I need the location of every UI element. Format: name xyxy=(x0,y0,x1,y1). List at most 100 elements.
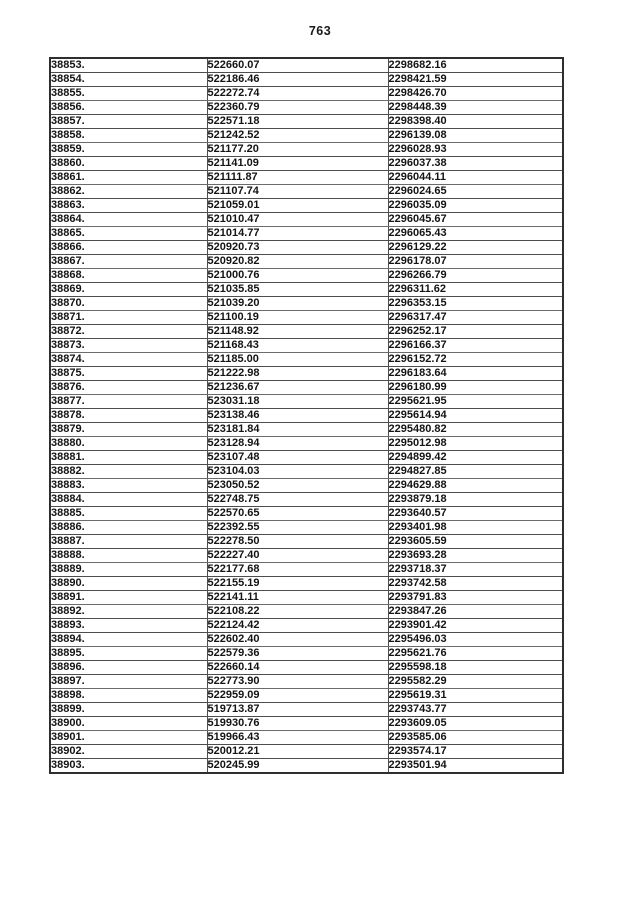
table-cell: 38886. xyxy=(49,520,208,535)
table-row: 38888. 522227.40 2293693.28 xyxy=(49,548,564,563)
table-cell: 2298448.39 xyxy=(387,100,564,115)
table-cell: 38865. xyxy=(49,226,208,241)
page-number: 763 xyxy=(308,24,332,38)
table-cell: 522186.46 xyxy=(206,72,389,87)
table-cell: 523031.18 xyxy=(206,394,389,409)
table-cell: 2294827.85 xyxy=(387,464,564,479)
table-cell: 2296065.43 xyxy=(387,226,564,241)
table-row: 38878. 523138.46 2295614.94 xyxy=(49,408,564,423)
table-cell: 2295619.31 xyxy=(387,688,564,703)
table-row: 38891. 522141.11 2293791.83 xyxy=(49,590,564,605)
table-cell: 2296178.07 xyxy=(387,254,564,269)
table-cell: 523050.52 xyxy=(206,478,389,493)
table-cell: 522177.68 xyxy=(206,562,389,577)
table-cell: 2295582.29 xyxy=(387,674,564,689)
table-row: 38875. 521222.98 2296183.64 xyxy=(49,366,564,381)
table-cell: 519713.87 xyxy=(206,702,389,717)
table-cell: 38892. xyxy=(49,604,208,619)
table-row: 38854. 522186.46 2298421.59 xyxy=(49,72,564,87)
table-cell: 522570.65 xyxy=(206,506,389,521)
table-cell: 522602.40 xyxy=(206,632,389,647)
table-cell: 38857. xyxy=(49,114,208,129)
table-cell: 522660.14 xyxy=(206,660,389,675)
table-row: 38862. 521107.74 2296024.65 xyxy=(49,184,564,199)
table-row: 38866. 520920.73 2296129.22 xyxy=(49,240,564,255)
table-cell: 38885. xyxy=(49,506,208,521)
table-cell: 523107.48 xyxy=(206,450,389,465)
table-cell: 521236.67 xyxy=(206,380,389,395)
table-row: 38896. 522660.14 2295598.18 xyxy=(49,660,564,675)
table-cell: 522278.50 xyxy=(206,534,389,549)
table-row: 38876. 521236.67 2296180.99 xyxy=(49,380,564,395)
table-cell: 38862. xyxy=(49,184,208,199)
table-cell: 38873. xyxy=(49,338,208,353)
table-row: 38856. 522360.79 2298448.39 xyxy=(49,100,564,115)
table-cell: 38861. xyxy=(49,170,208,185)
table-cell: 38880. xyxy=(49,436,208,451)
table-row: 38879. 523181.84 2295480.82 xyxy=(49,422,564,437)
table-cell: 2296044.11 xyxy=(387,170,564,185)
table-cell: 521039.20 xyxy=(206,296,389,311)
table-row: 38903. 520245.99 2293501.94 xyxy=(49,758,564,774)
table-cell: 38889. xyxy=(49,562,208,577)
table-row: 38870. 521039.20 2296353.15 xyxy=(49,296,564,311)
table-cell: 38875. xyxy=(49,366,208,381)
table-row: 38882. 523104.03 2294827.85 xyxy=(49,464,564,479)
table-cell: 2293640.57 xyxy=(387,506,564,521)
table-cell: 2294899.42 xyxy=(387,450,564,465)
table-row: 38884. 522748.75 2293879.18 xyxy=(49,492,564,507)
table-cell: 522748.75 xyxy=(206,492,389,507)
table-cell: 38863. xyxy=(49,198,208,213)
table-row: 38874. 521185.00 2296152.72 xyxy=(49,352,564,367)
table-row: 38900. 519930.76 2293609.05 xyxy=(49,716,564,731)
table-cell: 2293791.83 xyxy=(387,590,564,605)
table-cell: 38883. xyxy=(49,478,208,493)
table-cell: 521107.74 xyxy=(206,184,389,199)
table-cell: 38900. xyxy=(49,716,208,731)
table-cell: 2293693.28 xyxy=(387,548,564,563)
table-cell: 38854. xyxy=(49,72,208,87)
table-row: 38897. 522773.90 2295582.29 xyxy=(49,674,564,689)
table-row: 38863. 521059.01 2296035.09 xyxy=(49,198,564,213)
table-cell: 38879. xyxy=(49,422,208,437)
table-cell: 2293742.58 xyxy=(387,576,564,591)
table-cell: 2295614.94 xyxy=(387,408,564,423)
table-body: 38853. 522660.07 2298682.16 38854. 522186.46… xyxy=(49,57,564,774)
table-cell: 2298421.59 xyxy=(387,72,564,87)
table-cell: 2293879.18 xyxy=(387,492,564,507)
table-cell: 2293401.98 xyxy=(387,520,564,535)
table-cell: 38882. xyxy=(49,464,208,479)
table-cell: 523138.46 xyxy=(206,408,389,423)
table-cell: 521141.09 xyxy=(206,156,389,171)
table-cell: 521000.76 xyxy=(206,268,389,283)
table-cell: 38859. xyxy=(49,142,208,157)
table-cell: 520245.99 xyxy=(206,758,389,774)
table-cell: 522124.42 xyxy=(206,618,389,633)
table-row: 38901. 519966.43 2293585.06 xyxy=(49,730,564,745)
table-cell: 38887. xyxy=(49,534,208,549)
table-cell: 2298682.16 xyxy=(387,57,564,73)
table-cell: 2293501.94 xyxy=(387,758,564,774)
table-cell: 38853. xyxy=(49,57,208,73)
table-cell: 38860. xyxy=(49,156,208,171)
table-cell: 2296152.72 xyxy=(387,352,564,367)
table-cell: 38874. xyxy=(49,352,208,367)
table-cell: 2293609.05 xyxy=(387,716,564,731)
table-cell: 2296266.79 xyxy=(387,268,564,283)
table-cell: 2298426.70 xyxy=(387,86,564,101)
table-cell: 2296045.67 xyxy=(387,212,564,227)
table-row: 38855. 522272.74 2298426.70 xyxy=(49,86,564,101)
table-cell: 38894. xyxy=(49,632,208,647)
table-cell: 38888. xyxy=(49,548,208,563)
table-row: 38857. 522571.18 2298398.40 xyxy=(49,114,564,129)
table-cell: 521168.43 xyxy=(206,338,389,353)
table-row: 38867. 520920.82 2296178.07 xyxy=(49,254,564,269)
table-cell: 522227.40 xyxy=(206,548,389,563)
table-cell: 520920.73 xyxy=(206,240,389,255)
table-row: 38869. 521035.85 2296311.62 xyxy=(49,282,564,297)
table-cell: 38866. xyxy=(49,240,208,255)
table-row: 38877. 523031.18 2295621.95 xyxy=(49,394,564,409)
table-cell: 38890. xyxy=(49,576,208,591)
table-cell: 2293605.59 xyxy=(387,534,564,549)
table-cell: 522272.74 xyxy=(206,86,389,101)
